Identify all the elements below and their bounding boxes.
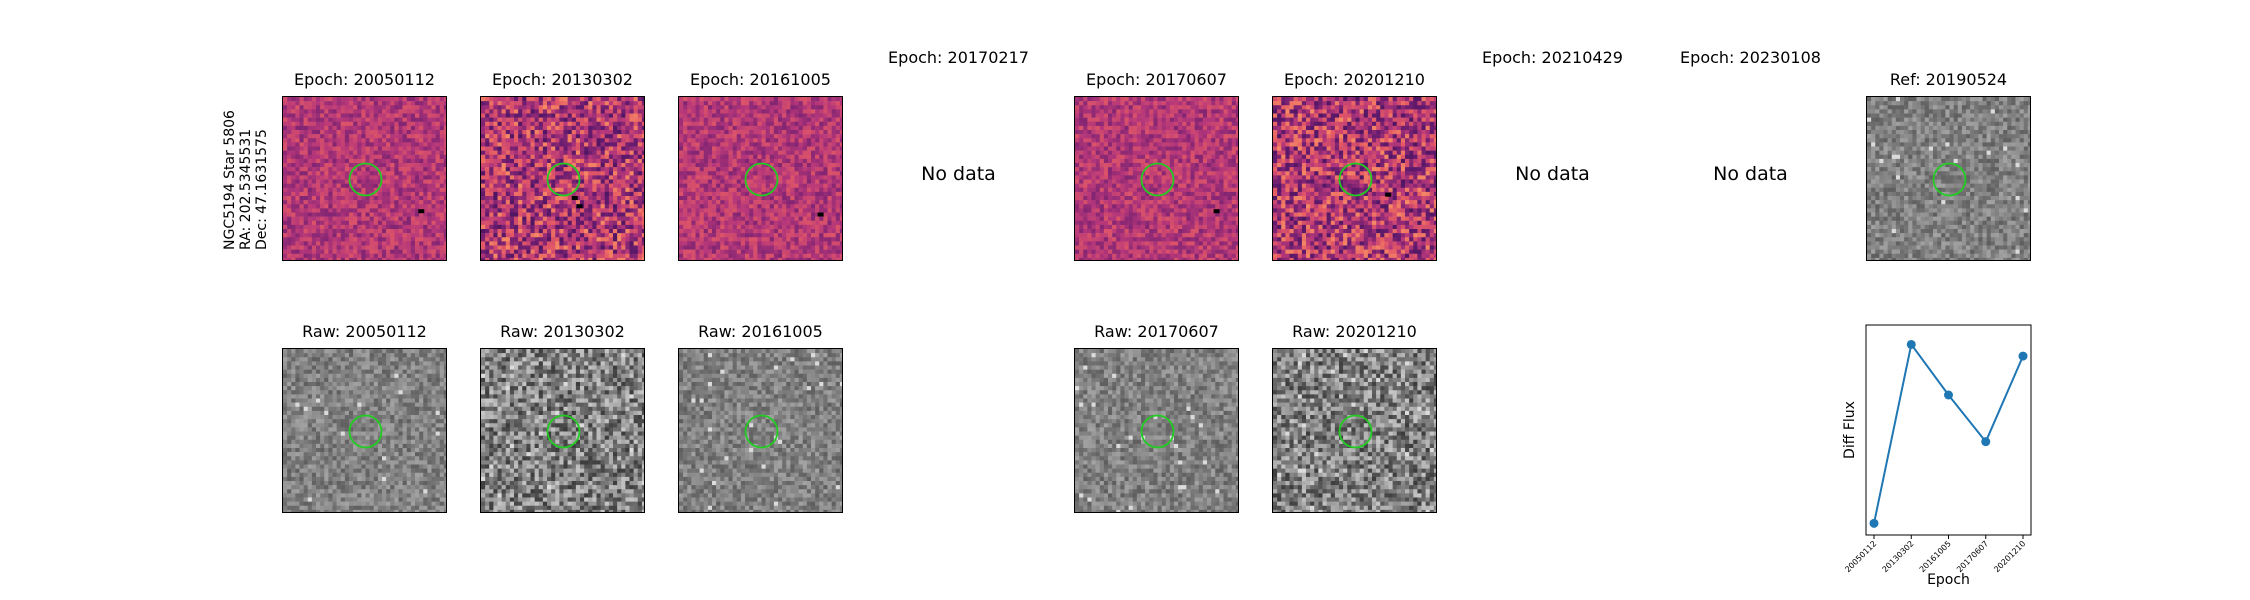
x-tick-label: 20050112 <box>1843 539 1878 574</box>
epoch-title: Epoch: 20130302 <box>492 70 633 89</box>
epoch-title: Epoch: 20201210 <box>1284 70 1425 89</box>
reference-image <box>1866 96 2031 261</box>
plot-frame <box>1865 324 2032 536</box>
target-circle <box>546 162 581 197</box>
difference-image <box>678 96 843 261</box>
raw-title: Raw: 20050112 <box>302 322 427 341</box>
difference-image <box>1074 96 1239 261</box>
raw-image <box>282 348 447 513</box>
target-circle <box>546 414 581 449</box>
target-circle <box>348 162 383 197</box>
epoch-title: Epoch: 20050112 <box>294 70 435 89</box>
data-point <box>1944 390 1953 400</box>
data-point <box>1981 437 1991 447</box>
target-circle <box>744 162 779 197</box>
raw-title: Raw: 20170607 <box>1094 322 1219 341</box>
raw-title: Raw: 20161005 <box>698 322 823 341</box>
star-label: NGC5194 Star 5806 RA: 202.5345531 Dec: 47.… <box>222 110 270 250</box>
target-circle <box>1140 414 1175 449</box>
light-curve-chart: 20050112 20130302 20161005 20170607 20201210… <box>1842 324 2032 588</box>
epoch-title: Epoch: 20161005 <box>690 70 831 89</box>
raw-title: Raw: 20130302 <box>500 322 625 341</box>
star-label-line: NGC5194 Star 5806 <box>222 110 238 250</box>
difference-image <box>282 96 447 261</box>
star-label-line: Dec: 47.1631575 <box>254 129 270 250</box>
raw-title: Raw: 20201210 <box>1292 322 1417 341</box>
target-circle <box>1932 162 1967 197</box>
target-circle <box>1338 162 1373 197</box>
data-point <box>2018 351 2028 361</box>
target-circle <box>744 414 779 449</box>
epoch-title: Ref: 20190524 <box>1889 70 2008 89</box>
target-circle <box>1140 162 1175 197</box>
no-data-label: No data <box>921 163 996 185</box>
x-tick-label: 20201210 <box>1992 539 2027 574</box>
x-tick-label: 20170607 <box>1955 539 1990 574</box>
x-axis-label: Epoch <box>1927 572 1970 588</box>
x-tick-label: 20130302 <box>1881 539 1916 574</box>
difference-image <box>1272 96 1437 261</box>
difference-image <box>480 96 645 261</box>
epoch-title: Epoch: 20230108 <box>1680 48 1821 67</box>
series-line <box>1873 342 2024 524</box>
raw-image <box>1272 348 1437 513</box>
raw-image <box>480 348 645 513</box>
raw-image <box>678 348 843 513</box>
no-data-label: No data <box>1515 163 1590 185</box>
data-point <box>1906 339 1916 349</box>
epoch-title: Epoch: 20170607 <box>1086 70 1227 89</box>
data-point <box>1869 518 1879 528</box>
epoch-title: Epoch: 20210429 <box>1482 48 1623 67</box>
y-axis-label: Diff Flux <box>1842 401 1858 459</box>
star-label-line: RA: 202.5345531 <box>238 128 254 250</box>
x-tick-label: 20161005 <box>1918 539 1953 574</box>
no-data-label: No data <box>1713 163 1788 185</box>
raw-image <box>1074 348 1239 513</box>
epoch-title: Epoch: 20170217 <box>888 48 1029 67</box>
target-circle <box>348 414 383 449</box>
target-circle <box>1338 414 1373 449</box>
